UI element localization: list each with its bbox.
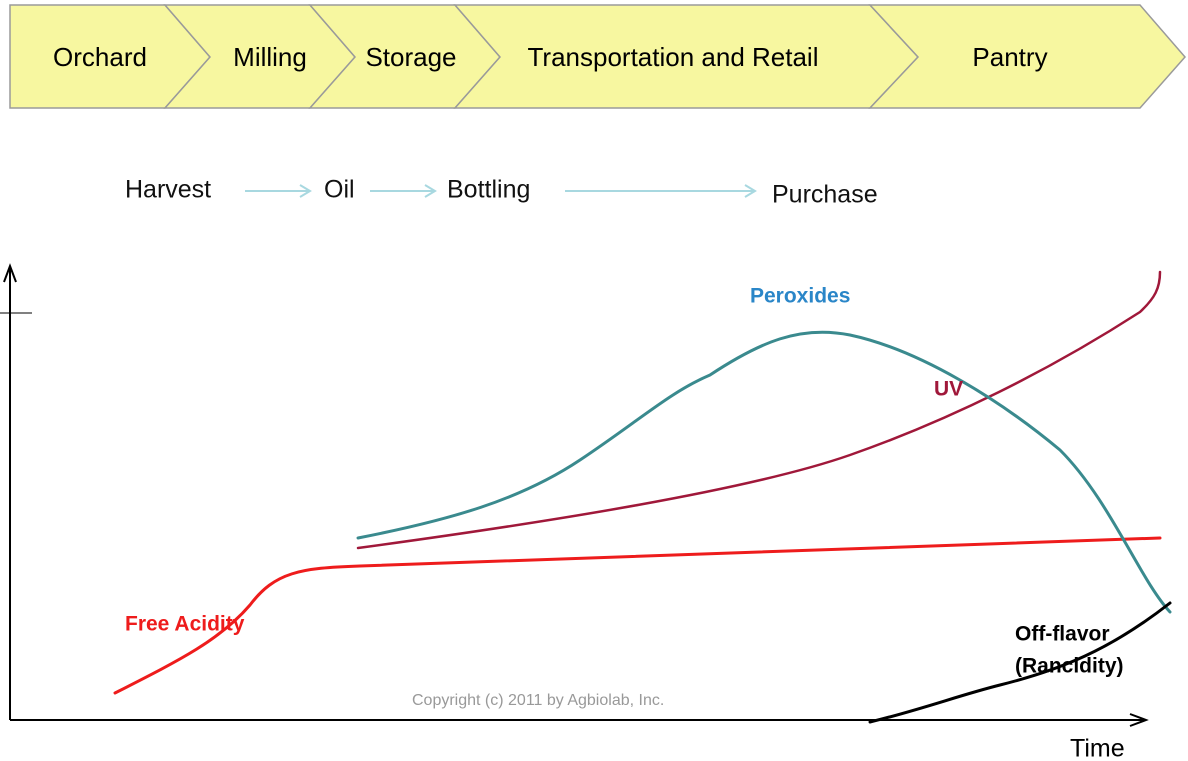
stage-label: Storage xyxy=(365,42,456,72)
stage-label: Transportation and Retail xyxy=(528,42,819,72)
curve-label: Free Acidity xyxy=(125,613,245,636)
milestone: Oil xyxy=(324,176,355,204)
milestone: Purchase xyxy=(772,181,878,209)
milestone-arrows xyxy=(245,184,757,198)
milestone: Bottling xyxy=(447,176,530,204)
off-flavor-curve xyxy=(868,601,1172,724)
stage-label: Orchard xyxy=(53,42,147,72)
stage-bar xyxy=(9,4,1186,109)
x-axis xyxy=(10,713,1149,727)
curve-label: (Rancidity) xyxy=(1015,655,1124,678)
stage-chevron xyxy=(868,4,1186,109)
curves xyxy=(113,270,1172,724)
uv-curve xyxy=(356,270,1162,550)
free-acidity-curve xyxy=(113,536,1162,695)
copyright: Copyright (c) 2011 by Agbiolab, Inc. xyxy=(412,692,664,709)
axes xyxy=(0,263,1149,727)
arrow xyxy=(370,184,437,198)
x-axis-label: Time xyxy=(1070,735,1125,761)
curve-label: UV xyxy=(934,378,963,401)
peroxides-curve xyxy=(356,330,1172,614)
curve-label: Peroxides xyxy=(750,285,850,308)
arrow xyxy=(565,184,757,198)
stage-label: Pantry xyxy=(972,42,1047,72)
milestone: Harvest xyxy=(125,176,211,204)
y-axis xyxy=(3,263,17,720)
curve-label: Off-flavor xyxy=(1015,623,1110,646)
arrow xyxy=(245,184,312,198)
stage-label: Milling xyxy=(233,42,307,72)
